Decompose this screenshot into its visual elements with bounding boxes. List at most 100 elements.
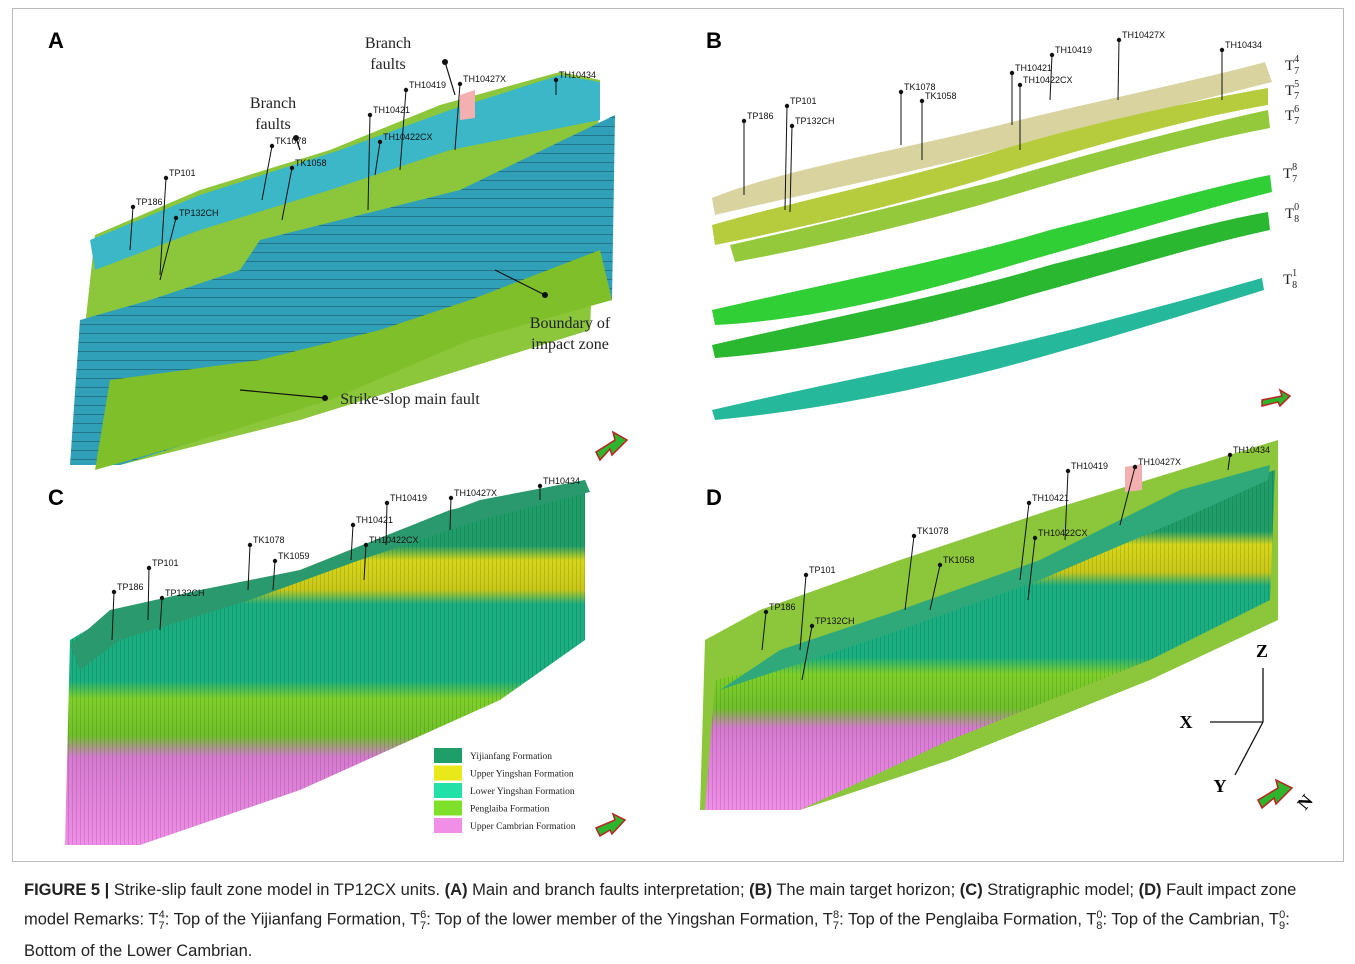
caption-bold: (D): [1139, 881, 1162, 899]
well-head: [742, 119, 746, 123]
caption-sub: 7: [158, 920, 164, 932]
well-head: [785, 104, 789, 108]
horizon-label: T76: [1285, 104, 1299, 127]
well-label: TH10422CX: [383, 132, 433, 142]
well-label: TH10422CX: [1038, 528, 1088, 538]
arrow-head: [322, 395, 328, 401]
well-label: TP186: [769, 602, 796, 612]
well-head: [174, 216, 178, 220]
horizon-sub: 7: [1292, 174, 1297, 185]
horizon-label: T74: [1285, 54, 1299, 77]
horizon-base: T: [1283, 272, 1292, 288]
caption-bold: (A): [445, 881, 468, 899]
caption: FIGURE 5 | Strike-slip fault zone model …: [24, 878, 1334, 964]
well-label: TH10434: [1233, 445, 1270, 455]
well-trace: [790, 126, 792, 212]
well-label: TH10427X: [1138, 457, 1181, 467]
horizon-label: T75: [1285, 79, 1299, 102]
legend-swatch: [434, 748, 462, 763]
horizon-sub: 7: [1294, 116, 1299, 127]
annotation: Branch: [365, 35, 411, 52]
well-head: [160, 596, 164, 600]
panel-label: A: [48, 28, 64, 53]
annotation: faults: [370, 56, 406, 73]
well-head: [538, 484, 542, 488]
caption-bold: FIGURE 5 |: [24, 881, 114, 899]
north-label: N: [1293, 791, 1317, 814]
caption-sub: 8: [1096, 920, 1102, 932]
well-label: TH10427X: [463, 74, 506, 84]
well-head: [147, 566, 151, 570]
well-head: [458, 82, 462, 86]
horizon-base: T: [1285, 206, 1294, 222]
well-head: [1133, 465, 1137, 469]
legend-swatch: [434, 783, 462, 798]
horizon-label: T80: [1285, 202, 1299, 225]
arrow-head: [442, 59, 448, 65]
axis-label: Y: [1214, 776, 1227, 796]
caption-bold: (C): [960, 881, 983, 899]
caption-normal: Strike-slip fault zone model in TP12CX u…: [114, 881, 445, 899]
well-label: TP186: [136, 197, 163, 207]
well-label: TH10434: [543, 476, 580, 486]
well-label: TK1078: [917, 526, 949, 536]
horizon-label: T78: [1283, 162, 1297, 185]
well-label: TP101: [169, 168, 196, 178]
well-label: TH10427X: [454, 488, 497, 498]
annotation: Strike-slop main fault: [340, 391, 480, 408]
horizon-label: T81: [1283, 268, 1297, 291]
well-head: [1050, 53, 1054, 57]
annotation: impact zone: [531, 336, 609, 353]
annotation-arrow: [445, 62, 455, 95]
well-head: [764, 610, 768, 614]
well-label: TH10422CX: [1023, 75, 1073, 85]
well-head: [1010, 71, 1014, 75]
well-label: TH10421: [1032, 493, 1069, 503]
legend-label: Penglaiba Formation: [470, 805, 550, 815]
well-label: TK1078: [275, 136, 307, 146]
well-label: TH10422CX: [369, 535, 419, 545]
well-head: [1018, 83, 1022, 87]
horizon-sup: 0: [1294, 202, 1299, 213]
legend-swatch: [434, 766, 462, 781]
well-head: [1220, 48, 1224, 52]
caption-normal: Main and branch faults interpretation;: [468, 881, 750, 899]
well-label: TK1058: [295, 158, 327, 168]
annotation: faults: [255, 116, 291, 133]
well-head: [385, 501, 389, 505]
well-label: TP132CH: [179, 208, 219, 218]
well-head: [1066, 469, 1070, 473]
well-head: [1228, 453, 1232, 457]
well-head: [290, 166, 294, 170]
horizon-sub: 7: [1294, 66, 1299, 77]
well-trace: [1118, 40, 1119, 100]
well-label: TH10427X: [1122, 30, 1165, 40]
horizon-sup: 8: [1292, 162, 1297, 173]
well-head: [554, 78, 558, 82]
horizon-sup: 4: [1294, 54, 1299, 65]
well-head: [364, 543, 368, 547]
horizon-sup: 1: [1292, 268, 1297, 279]
well-label: TP186: [747, 111, 774, 121]
well-label: TP132CH: [795, 116, 835, 126]
well-head: [790, 124, 794, 128]
well-label: TH10421: [1015, 63, 1052, 73]
well-label: TP101: [790, 96, 817, 106]
well-head: [899, 90, 903, 94]
well-label: TH10434: [1225, 40, 1262, 50]
well-head: [810, 624, 814, 628]
legend-label: Lower Yingshan Formation: [470, 787, 575, 797]
well-label: TH10419: [1071, 461, 1108, 471]
well-head: [351, 523, 355, 527]
well-head: [920, 99, 924, 103]
well-label: TH10419: [1055, 45, 1092, 55]
well-label: TP101: [152, 558, 179, 568]
well-head: [938, 563, 942, 567]
well-label: TK1058: [943, 555, 975, 565]
panel-label: B: [706, 28, 722, 53]
well-head: [404, 88, 408, 92]
panel-label: C: [48, 485, 64, 510]
horizon-base: T: [1285, 108, 1294, 124]
panel-a-model: [70, 72, 615, 470]
well-label: TK1059: [278, 551, 310, 561]
